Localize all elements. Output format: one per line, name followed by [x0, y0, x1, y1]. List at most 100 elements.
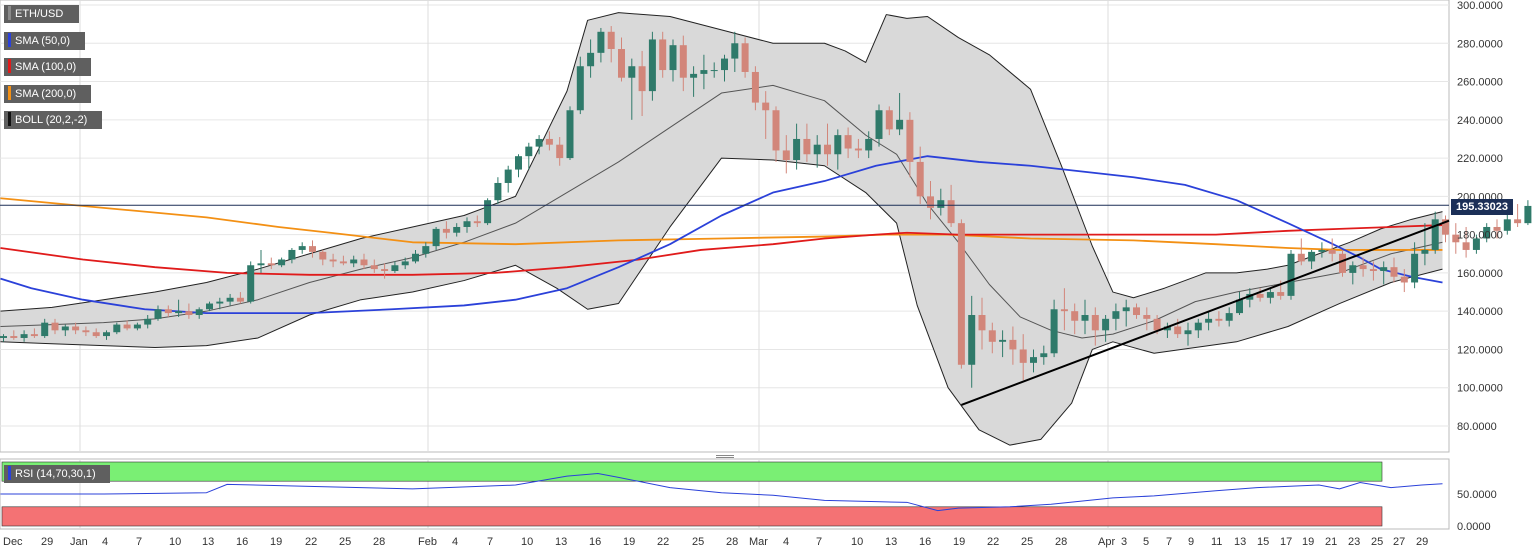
legend-item[interactable]: ETH/USD — [4, 5, 79, 23]
candle-body — [741, 43, 749, 72]
candle-body — [309, 246, 316, 252]
legend-item[interactable]: BOLL (20,2,-2) — [4, 111, 102, 129]
x-tick-label: 4 — [783, 536, 789, 548]
candle-body — [422, 246, 430, 254]
candle-body — [638, 66, 646, 92]
y-tick-label: 260.0000 — [1457, 77, 1503, 89]
candle-body — [175, 311, 183, 314]
bollinger-fill — [0, 12, 1443, 446]
candle-body — [1266, 292, 1274, 298]
x-tick-label: 29 — [41, 536, 53, 548]
x-tick-label: 7 — [816, 536, 822, 548]
y-tick-label: 160.0000 — [1457, 268, 1503, 280]
rsi-panel — [0, 461, 1443, 527]
candle-body — [216, 301, 224, 304]
x-tick-label: 25 — [692, 536, 704, 548]
x-tick-label: 3 — [1121, 536, 1127, 548]
candle-body — [957, 223, 965, 365]
candle-body — [968, 315, 976, 365]
candle-body — [1143, 315, 1151, 319]
candle-body — [185, 311, 193, 316]
candle-body — [133, 324, 141, 329]
candle-body — [41, 322, 49, 337]
candle-body — [762, 102, 770, 111]
candle-body — [1112, 311, 1120, 319]
candle-body — [381, 269, 389, 271]
legend-item[interactable]: SMA (100,0) — [4, 58, 91, 76]
x-tick-label: 16 — [589, 536, 601, 548]
x-tick-label: 28 — [1055, 536, 1067, 548]
x-tick-label: 10 — [851, 536, 863, 548]
candle-body — [679, 45, 687, 78]
bollinger-mid-line — [0, 84, 1443, 339]
y-tick-label: 180.0000 — [1457, 230, 1503, 242]
bollinger-lower-line — [0, 157, 1443, 446]
sma-100-line — [0, 224, 1443, 276]
y-tick-label: 300.0000 — [1457, 0, 1503, 12]
x-tick-label: 23 — [1348, 536, 1360, 548]
candle-body — [535, 138, 543, 147]
candle-body — [793, 138, 801, 161]
candle-body — [875, 110, 883, 139]
x-tick-label: 13 — [555, 536, 567, 548]
chart-overlays — [0, 204, 1450, 458]
y-tick-label: 80.0000 — [1457, 421, 1497, 433]
legend-swatch — [8, 59, 11, 74]
candle-body — [865, 138, 873, 151]
rsi-overbought-zone — [1, 461, 1383, 482]
candle-body — [1400, 276, 1408, 283]
candle-body — [391, 265, 399, 271]
candle-body — [587, 52, 595, 67]
y-tick-label: 240.0000 — [1457, 115, 1503, 127]
candle-body — [1493, 226, 1501, 231]
candle-body — [669, 45, 677, 71]
legend-swatch — [8, 32, 11, 47]
x-tick-label: 28 — [373, 536, 385, 548]
candle-body — [1050, 309, 1058, 354]
legend-item[interactable]: SMA (50,0) — [4, 31, 85, 50]
bollinger-upper-line — [0, 12, 1443, 312]
legend-item[interactable]: SMA (200,0) — [4, 84, 91, 103]
candle-body — [432, 228, 440, 247]
candle-body — [1194, 322, 1202, 331]
bollinger-band — [0, 12, 1443, 446]
legend-label: BOLL (20,2,-2) — [15, 114, 88, 126]
candle-body — [690, 73, 698, 78]
candle-body — [515, 156, 522, 170]
candle-body — [597, 31, 605, 53]
candle-body — [1040, 353, 1048, 358]
y-tick-label: 280.0000 — [1457, 38, 1503, 50]
candle-body — [1060, 309, 1068, 312]
rsi-legend-item[interactable]: RSI (14,70,30,1) — [4, 465, 110, 483]
candle-body — [648, 39, 656, 92]
x-tick-label: Feb — [418, 536, 437, 548]
candle-body — [370, 265, 378, 270]
candle-body — [1215, 318, 1223, 321]
legend-label: RSI (14,70,30,1) — [15, 468, 96, 480]
candle-body — [1411, 253, 1419, 283]
candle-body — [916, 161, 924, 197]
candle-body — [1431, 219, 1439, 250]
rsi-y-tick-label: 0.0000 — [1457, 521, 1491, 533]
candle-body — [1071, 311, 1079, 321]
candle-body — [257, 263, 265, 266]
candle-body — [1524, 205, 1532, 224]
x-tick-label: 13 — [1234, 536, 1246, 548]
x-tick-label: 21 — [1325, 536, 1337, 548]
legend-label: SMA (100,0) — [15, 61, 77, 73]
candle-body — [1308, 251, 1316, 262]
candle-body — [350, 259, 358, 264]
candle-body — [824, 144, 831, 155]
candle-body — [659, 39, 667, 71]
candle-body — [61, 326, 69, 331]
candle-body — [844, 135, 852, 149]
x-tick-label: 7 — [487, 536, 493, 548]
x-tick-label: 27 — [1393, 536, 1405, 548]
legend-label: SMA (50,0) — [15, 34, 71, 47]
x-tick-label: 22 — [987, 536, 999, 548]
candle-body — [731, 43, 739, 59]
candle-body — [803, 138, 811, 155]
x-tick-label: 16 — [236, 536, 248, 548]
candle-body — [1236, 299, 1243, 314]
